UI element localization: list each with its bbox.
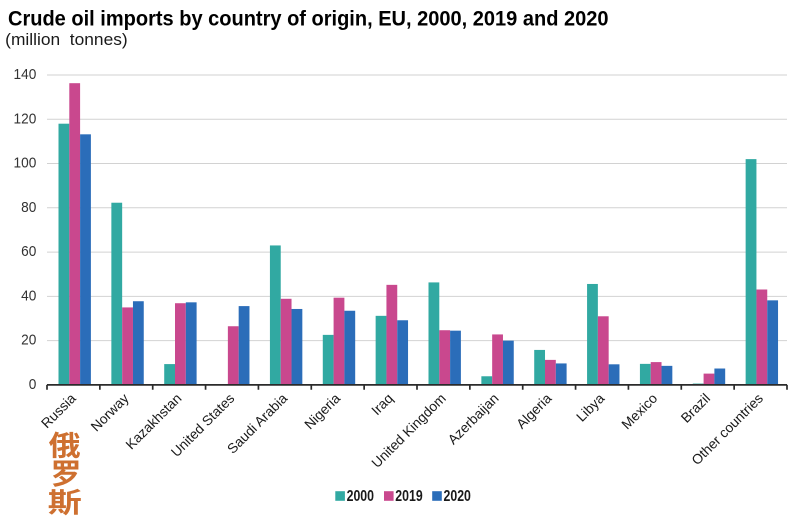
svg-text:2000: 2000 xyxy=(347,488,374,505)
svg-text:120: 120 xyxy=(14,111,37,127)
svg-text:0: 0 xyxy=(29,377,37,393)
svg-text:2020: 2020 xyxy=(444,488,471,505)
svg-text:2019: 2019 xyxy=(395,488,423,505)
svg-text:80: 80 xyxy=(21,200,36,216)
svg-text:(million tonnes): (million tonnes) xyxy=(5,30,128,49)
svg-text:60: 60 xyxy=(21,244,36,260)
svg-text:40: 40 xyxy=(21,289,36,305)
svg-text:Crude oil imports by country o: Crude oil imports by country of origin, … xyxy=(8,8,609,31)
svg-text:20: 20 xyxy=(21,333,36,349)
svg-text:100: 100 xyxy=(14,156,37,172)
svg-text:140: 140 xyxy=(14,67,37,83)
